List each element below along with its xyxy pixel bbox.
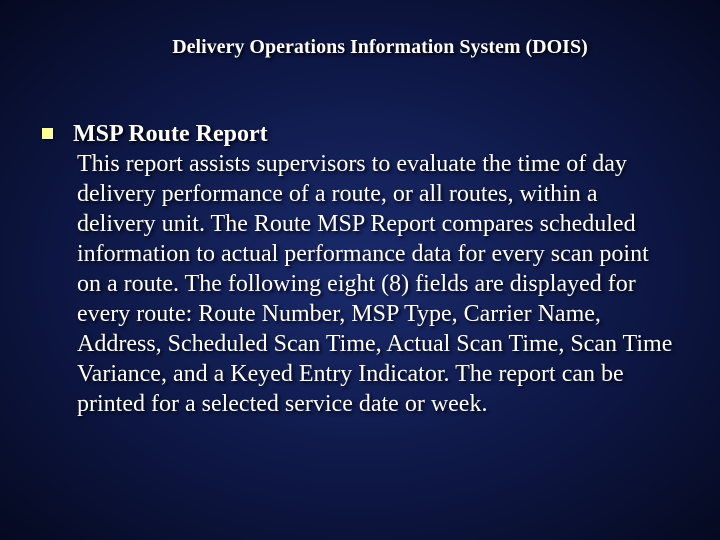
bullet-icon bbox=[42, 128, 53, 139]
slide-content: MSP Route Report This report assists sup… bbox=[42, 119, 678, 419]
slide-title: Delivery Operations Information System (… bbox=[82, 36, 678, 59]
bullet-heading: MSP Route Report bbox=[73, 119, 678, 149]
text-block: MSP Route Report This report assists sup… bbox=[73, 119, 678, 419]
bullet-body: This report assists supervisors to evalu… bbox=[77, 149, 678, 419]
